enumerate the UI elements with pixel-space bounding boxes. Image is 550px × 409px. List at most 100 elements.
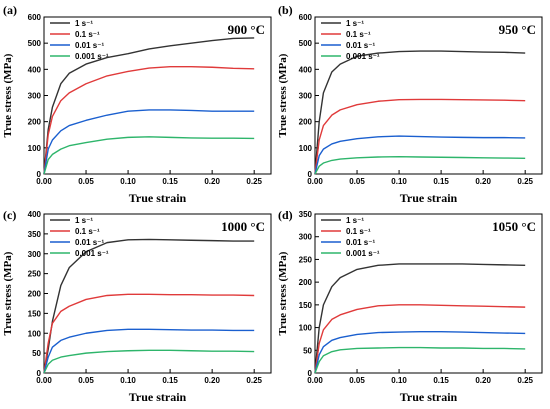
y-tick-label: 0 [308,369,313,378]
panel-label: (c) [3,208,16,222]
x-tick-label: 0.00 [307,177,323,186]
legend-label: 1 s⁻¹ [75,216,93,225]
series-line-1 [314,50,526,175]
y-tick-label: 100 [28,144,42,153]
y-tick-label: 50 [32,349,41,358]
x-tick-label: 0.20 [475,376,491,385]
x-tick-label: 0.25 [246,177,262,186]
legend-label: 1 s⁻¹ [346,19,364,28]
x-tick-label: 0.00 [307,376,323,385]
y-tick-label: 0 [37,170,42,179]
x-tick-label: 0.25 [517,177,533,186]
y-tick-label: 150 [299,301,313,310]
y-tick-label: 200 [28,290,42,299]
plot-frame [314,213,543,374]
series-line-2 [314,98,526,175]
x-tick-label: 0.05 [349,177,365,186]
legend-label: 0.001 s⁻¹ [346,52,380,61]
x-axis-label: True strain [129,390,187,404]
chart-panel-4: 0 50 100 150 200 250 300 350 0.00 0.05 0.10 0.15 0.2… [277,208,543,404]
y-tick-label: 150 [28,309,42,318]
x-axis-label: True strain [400,191,458,205]
legend-label: 1 s⁻¹ [75,19,93,28]
y-tick-label: 0 [37,369,42,378]
series-line-2 [43,66,255,175]
legend-label: 1 s⁻¹ [346,216,364,225]
x-tick-label: 0.20 [475,177,491,186]
y-tick-label: 600 [299,13,313,22]
y-tick-label: 100 [28,329,42,338]
y-tick-label: 400 [299,65,313,74]
x-tick-label: 0.00 [36,177,52,186]
series-line-1 [314,263,526,374]
x-tick-label: 0.25 [517,376,533,385]
y-tick-label: 300 [299,233,313,242]
chart-panel-2: 0 100 200 300 400 500 600 0.00 0.05 0.10 0.15 0.20 0… [277,3,543,205]
series-line-1 [43,37,255,175]
y-tick-label: 200 [28,118,42,127]
x-tick-label: 0.05 [78,177,94,186]
y-tick-label: 250 [299,255,313,264]
legend-label: 0.01 s⁻¹ [346,238,375,247]
y-tick-label: 400 [28,210,42,219]
series-line-3 [314,330,526,374]
legend-label: 0.001 s⁻¹ [75,52,109,61]
y-tick-label: 300 [28,92,42,101]
legend-label: 0.01 s⁻¹ [75,41,104,50]
temperature-annotation: 1050 °C [492,219,536,234]
temperature-annotation: 950 °C [499,22,536,37]
y-tick-label: 350 [299,210,313,219]
panel-label: (b) [278,3,293,17]
y-axis-label: True stress (MPa) [277,251,289,335]
series-line-2 [314,304,526,374]
series-line-2 [43,293,255,374]
series-line-4 [43,136,255,175]
x-axis-label: True strain [400,390,458,404]
legend-label: 0.1 s⁻¹ [75,30,100,39]
y-tick-label: 0 [308,170,313,179]
x-tick-label: 0.20 [204,376,220,385]
x-tick-label: 0.10 [120,376,136,385]
y-tick-label: 50 [303,346,312,355]
series-line-1 [43,238,255,374]
x-axis-label: True strain [129,191,187,205]
y-axis-label: True stress (MPa) [2,251,14,335]
series-line-3 [314,135,526,175]
y-tick-label: 100 [299,144,313,153]
panel-label: (d) [278,208,293,222]
x-tick-label: 0.20 [204,177,220,186]
x-tick-label: 0.00 [36,376,52,385]
y-tick-label: 250 [28,270,42,279]
y-tick-label: 350 [28,230,42,239]
y-axis-label: True stress (MPa) [277,53,289,137]
legend-label: 0.1 s⁻¹ [346,30,371,39]
x-tick-label: 0.15 [162,177,178,186]
y-tick-label: 300 [28,250,42,259]
series-line-4 [314,156,526,175]
x-tick-label: 0.15 [433,177,449,186]
x-tick-label: 0.10 [120,177,136,186]
y-tick-label: 200 [299,278,313,287]
y-tick-label: 200 [299,118,313,127]
series-line-4 [314,346,526,374]
chart-panel-3: 0 50 100 150 200 250 300 350 400 0.00 0.05 0.10 0.15… [2,208,272,404]
legend-label: 0.001 s⁻¹ [75,249,109,258]
x-tick-label: 0.05 [349,376,365,385]
chart-panel-1: 0 100 200 300 400 500 600 0.00 0.05 0.10 0.15 0.20 0… [2,3,272,205]
legend-label: 0.01 s⁻¹ [346,41,375,50]
y-tick-label: 500 [299,39,313,48]
y-axis-label: True stress (MPa) [2,53,14,137]
y-tick-label: 100 [299,324,313,333]
x-tick-label: 0.05 [78,376,94,385]
temperature-annotation: 900 °C [228,22,265,37]
series-line-4 [43,349,255,374]
legend-label: 0.01 s⁻¹ [75,238,104,247]
series-line-3 [43,109,255,175]
y-tick-label: 300 [299,92,313,101]
legend-label: 0.001 s⁻¹ [346,249,380,258]
x-tick-label: 0.15 [162,376,178,385]
x-tick-label: 0.10 [391,177,407,186]
y-tick-label: 400 [28,65,42,74]
x-tick-label: 0.10 [391,376,407,385]
